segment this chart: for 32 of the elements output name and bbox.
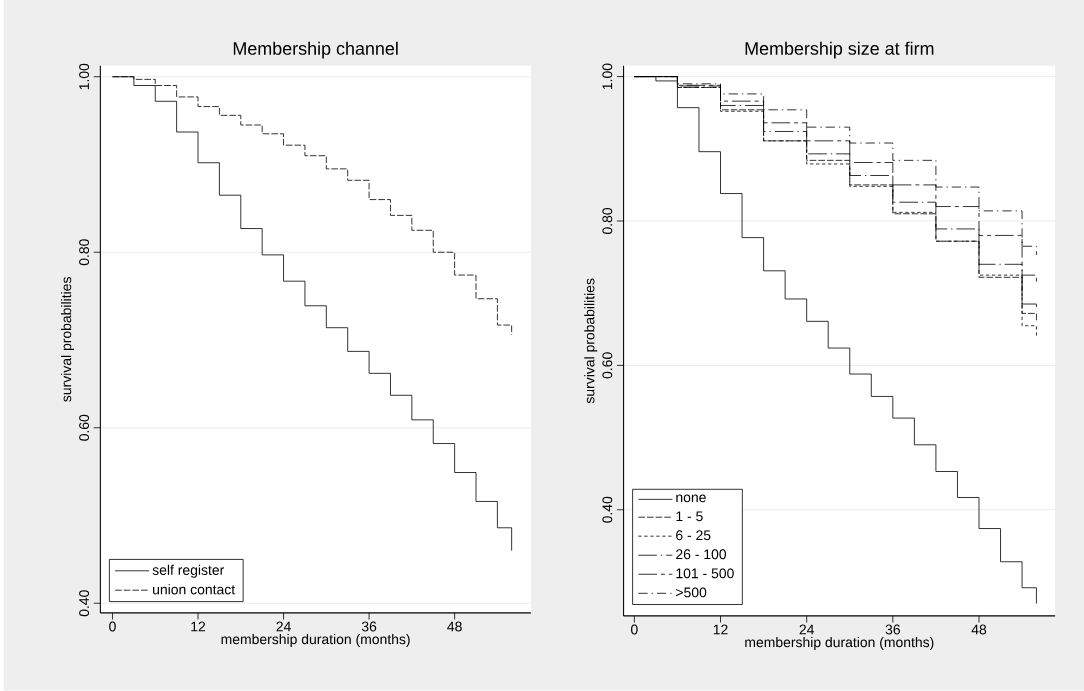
x-tick-label: 0 bbox=[109, 621, 116, 632]
y-tick-label: 0.80 bbox=[79, 239, 90, 266]
y-tick-label: 0.40 bbox=[602, 496, 613, 523]
y-tick-label: 1.00 bbox=[602, 63, 613, 90]
legend-label: self register bbox=[152, 564, 225, 578]
x-tick-label: 36 bbox=[885, 624, 900, 635]
x-tick-label: 24 bbox=[276, 621, 291, 632]
legend-label: 101 - 500 bbox=[676, 568, 734, 579]
y-axis-title: survival probabilities bbox=[584, 278, 598, 404]
chart-title: Membership size at firm bbox=[745, 41, 934, 59]
legend-label: 1 - 5 bbox=[676, 511, 703, 522]
y-tick-label: 0.40 bbox=[79, 590, 90, 617]
legend-label: union contact bbox=[153, 584, 236, 595]
x-tick-label: 36 bbox=[361, 621, 377, 632]
y-tick-label: 0.60 bbox=[602, 352, 613, 379]
x-tick-label: 48 bbox=[447, 621, 462, 632]
x-tick-label: 12 bbox=[713, 624, 728, 635]
y-tick-label: 0.60 bbox=[79, 414, 90, 441]
legend-label: 26 - 100 bbox=[676, 549, 727, 560]
legend-label: 6 - 25 bbox=[676, 530, 711, 541]
legend-label: >500 bbox=[676, 587, 707, 598]
chart-title: Membership channel bbox=[233, 41, 398, 59]
x-tick-label: 0 bbox=[631, 624, 638, 635]
y-tick-label: 1.00 bbox=[79, 63, 90, 90]
legend-label: none bbox=[676, 494, 706, 503]
x-tick-label: 48 bbox=[971, 624, 987, 635]
x-axis-title: membership duration (months) bbox=[745, 637, 934, 651]
x-axis-title: membership duration (months) bbox=[221, 634, 410, 648]
x-tick-label: 12 bbox=[191, 621, 206, 632]
y-tick-label: 0.80 bbox=[602, 208, 613, 235]
x-tick-label: 24 bbox=[799, 624, 815, 635]
y-axis-title: survival probabilities bbox=[61, 277, 75, 402]
